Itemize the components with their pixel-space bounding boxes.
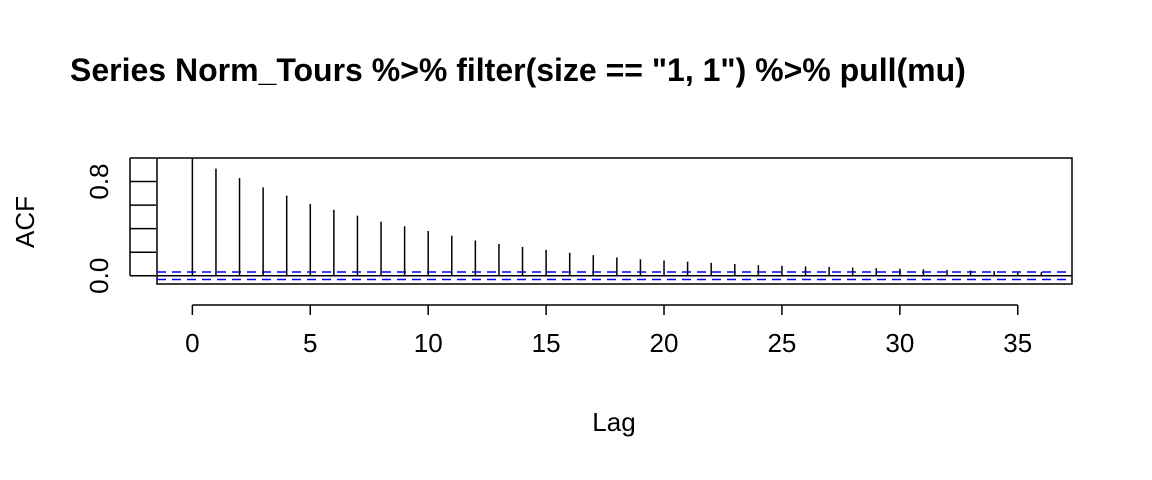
x-tick-label: 5 xyxy=(303,328,317,358)
y-tick-label: 0.0 xyxy=(84,258,114,294)
x-tick-label: 0 xyxy=(185,328,199,358)
chart-title: Series Norm_Tours %>% filter(size == "1,… xyxy=(70,52,966,88)
x-tick-label: 10 xyxy=(414,328,443,358)
x-tick-label: 20 xyxy=(650,328,679,358)
x-tick-label: 15 xyxy=(532,328,561,358)
axes: 0 5 10 15 20 25 30 35 0.0 0.8 xyxy=(84,157,1073,358)
x-tick-label: 30 xyxy=(885,328,914,358)
acf-bars xyxy=(191,158,1043,276)
plot-frame xyxy=(156,157,1073,285)
y-tick-label: 0.8 xyxy=(84,163,114,199)
x-tick-label: 35 xyxy=(1003,328,1032,358)
y-axis-label: ACF xyxy=(10,196,40,248)
x-axis-label: Lag xyxy=(592,407,635,437)
x-tick-label: 25 xyxy=(767,328,796,358)
